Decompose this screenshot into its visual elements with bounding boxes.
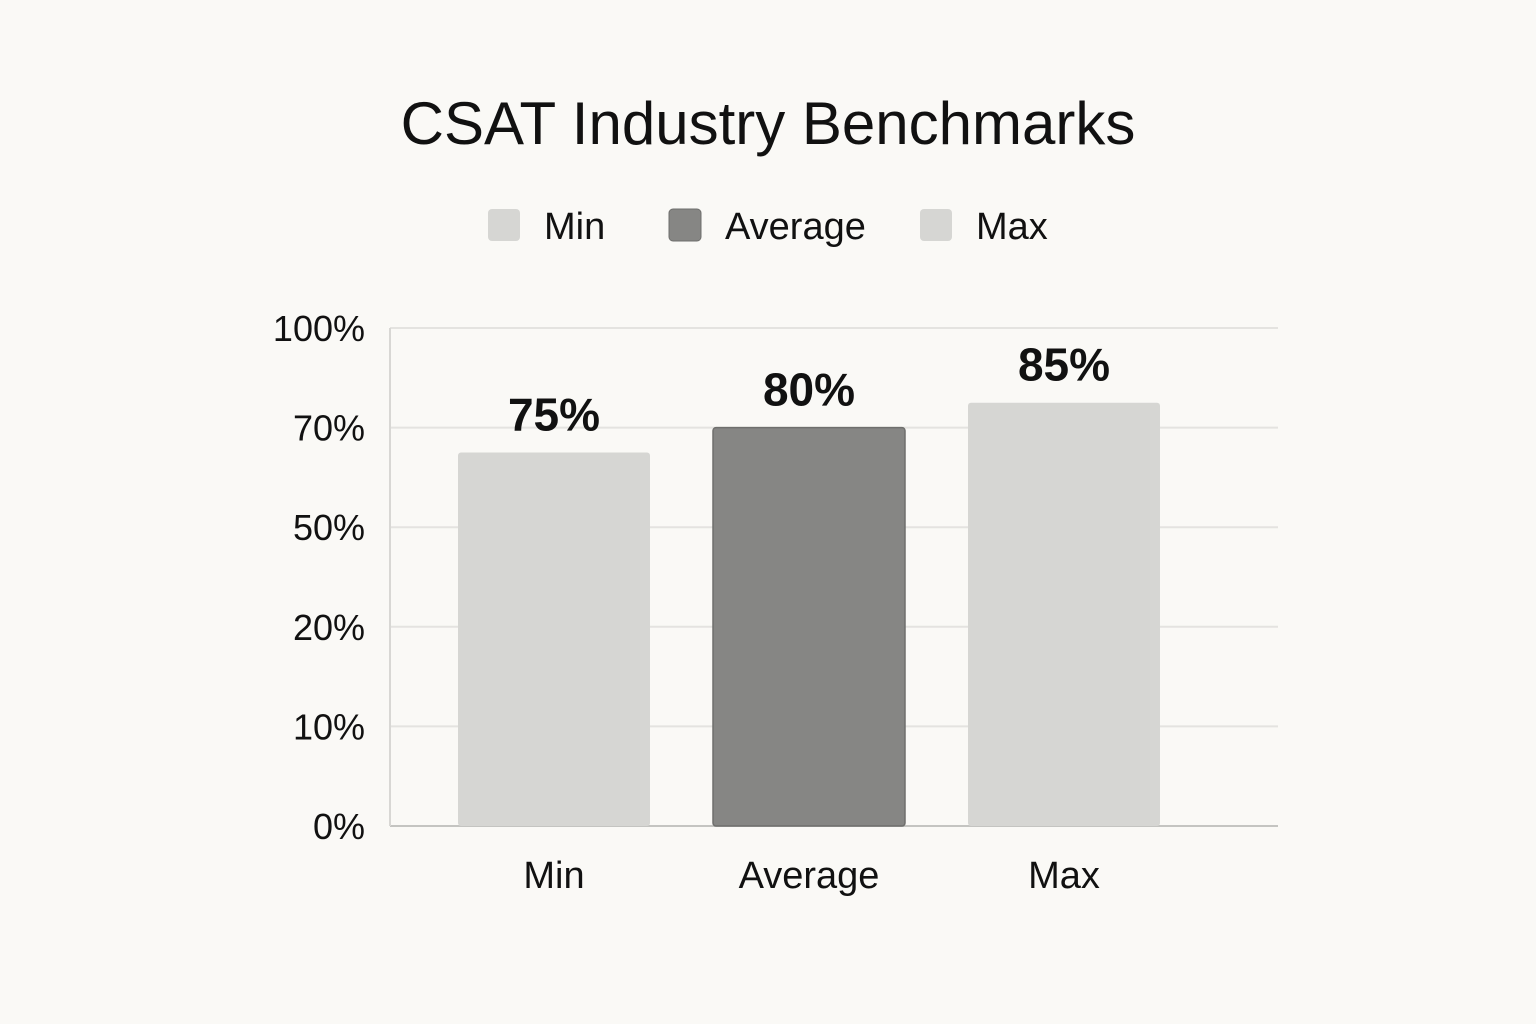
- y-tick-label: 70%: [293, 408, 365, 449]
- y-axis-ticks: 0% 10% 20% 50% 70% 100%: [273, 308, 365, 847]
- legend-label-average: Average: [725, 206, 866, 248]
- data-label-average: 80%: [763, 364, 855, 416]
- y-tick-label: 50%: [293, 507, 365, 548]
- x-tick-label-average: Average: [739, 855, 880, 897]
- chart-title: CSAT Industry Benchmarks: [401, 90, 1136, 157]
- legend-label-max: Max: [976, 206, 1048, 248]
- y-tick-label: 20%: [293, 607, 365, 648]
- legend: Min Average Max: [488, 206, 1048, 248]
- y-tick-label: 100%: [273, 308, 365, 349]
- legend-label-min: Min: [544, 206, 605, 248]
- bar-max: [968, 402, 1160, 826]
- legend-swatch-min: [488, 209, 520, 241]
- bar-min: [458, 452, 650, 826]
- data-label-min: 75%: [508, 389, 600, 441]
- bar-average: [712, 426, 906, 827]
- bars: 75% 80% 85%: [458, 339, 1160, 827]
- y-tick-label: 0%: [313, 806, 365, 847]
- legend-swatch-average: [668, 208, 702, 242]
- legend-swatch-max: [920, 209, 952, 241]
- x-tick-label-min: Min: [523, 855, 584, 897]
- x-tick-label-max: Max: [1028, 855, 1100, 897]
- data-label-max: 85%: [1018, 339, 1110, 391]
- x-axis-ticks: Min Average Max: [523, 855, 1100, 897]
- y-tick-label: 10%: [293, 706, 365, 747]
